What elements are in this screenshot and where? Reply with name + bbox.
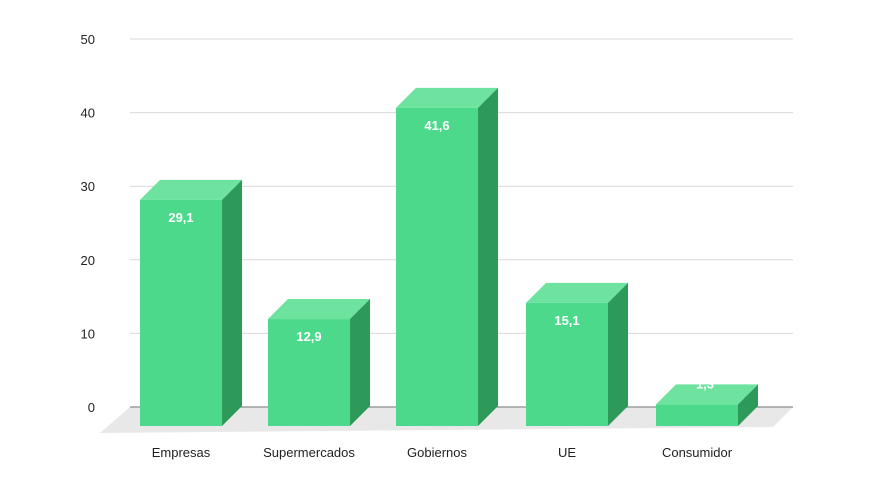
value-label: 12,9 — [296, 329, 321, 344]
value-label: 1,3 — [696, 376, 714, 391]
value-label: 41,6 — [424, 118, 449, 133]
bar-gobiernos: 41,6 — [396, 87, 498, 426]
bar-consumidor: 1,3 — [656, 376, 758, 426]
bar-empresas: 29,1 — [140, 179, 242, 426]
bars: 29,1 12,9 41,6 15,1 1,3 — [140, 87, 758, 426]
x-axis-labels: Empresas Supermercados Gobiernos UE Consumid… — [152, 445, 733, 460]
y-tick-label: 40 — [81, 106, 95, 121]
y-axis-ticks: 0 10 20 30 40 50 — [81, 32, 95, 415]
y-tick-label: 10 — [81, 326, 95, 341]
y-tick-label: 0 — [88, 400, 95, 415]
y-tick-label: 20 — [81, 253, 95, 268]
category-label: UE — [558, 445, 576, 460]
category-label: Empresas — [152, 445, 211, 460]
value-label: 15,1 — [554, 313, 579, 328]
category-label: Gobiernos — [407, 445, 467, 460]
bar-ue: 15,1 — [526, 282, 628, 426]
category-label: Consumidor — [662, 445, 733, 460]
category-label: Supermercados — [263, 445, 355, 460]
value-label: 29,1 — [168, 210, 193, 225]
y-tick-label: 50 — [81, 32, 95, 47]
y-tick-label: 30 — [81, 179, 95, 194]
bar-supermercados: 12,9 — [268, 299, 370, 426]
